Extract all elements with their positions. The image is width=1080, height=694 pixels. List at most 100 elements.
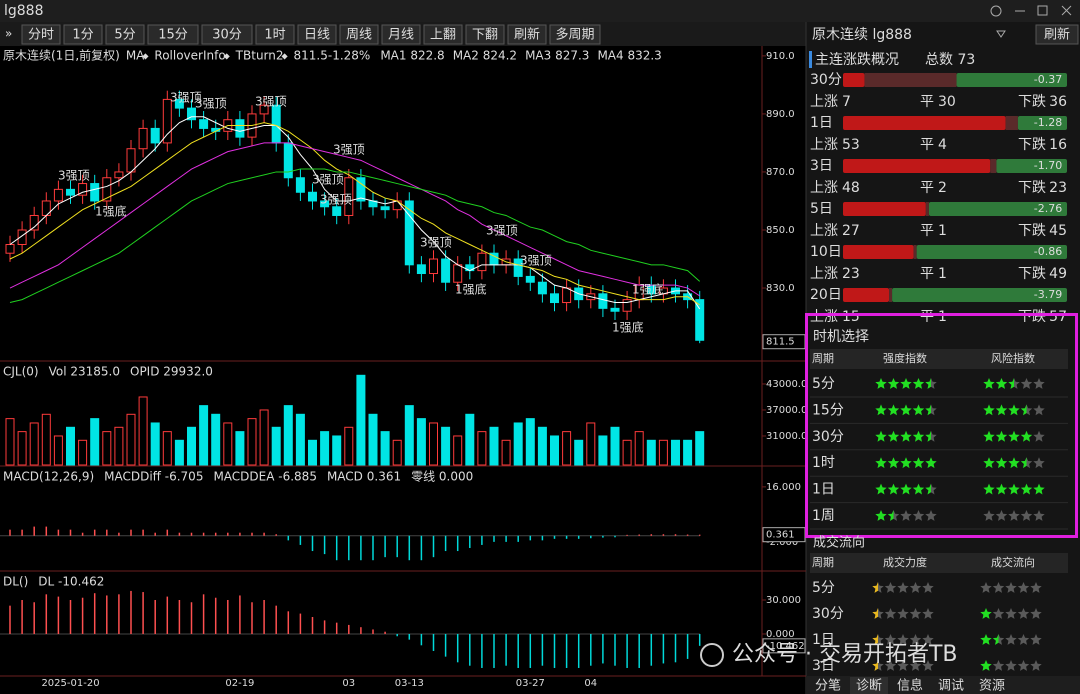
volume-bar [90,418,100,466]
volume-bar [356,374,366,466]
maximize-icon[interactable] [1037,5,1048,16]
period-label: 1日 [810,115,833,131]
volume-bar [17,431,27,466]
legend-item: MACD 0.361 [327,470,401,484]
flat-segment [990,159,997,173]
change-label: -2.76 [1034,202,1062,215]
toolbar-button[interactable] [105,24,145,45]
star [900,510,912,521]
toolbar-button[interactable] [381,24,421,45]
star [980,608,992,619]
star [980,582,992,593]
signal-label: 3强顶 [520,254,552,268]
star [1030,608,1042,619]
candle-body [162,98,172,144]
close-icon[interactable] [1061,5,1072,16]
candle-body [622,299,632,312]
star [1030,634,1042,645]
volume-bar [295,413,305,466]
volume-bar [126,413,136,466]
toolbar-button[interactable] [147,24,199,45]
candle-body [429,258,438,275]
refresh-button[interactable] [1035,24,1079,45]
toolbar-button[interactable] [255,24,295,45]
x-tick-label: 03-27 [516,678,545,689]
period-label: 5分 [812,376,835,392]
down-segment [892,288,1067,302]
toolbar-expand[interactable]: » [5,27,12,41]
candle-body [78,183,88,196]
period-label: 30分 [810,72,842,88]
candle-body [537,281,547,295]
candle-body [150,127,160,144]
tab-label: 资源 [979,679,1005,694]
down-segment [916,245,1067,259]
star [995,483,1008,495]
tab[interactable] [891,677,929,694]
toolbar-label: 1分 [72,28,93,43]
star [872,608,884,619]
legend-item: MACD(12,26,9) [3,470,94,484]
signal-label: 1强底 [632,282,664,297]
toolbar-button[interactable] [339,24,379,45]
candle-body [53,188,63,202]
star [912,378,925,389]
volume-bar [283,405,293,466]
candle-body [138,127,148,150]
ma-line [9,168,701,304]
toolbar-label: 下翻 [472,28,498,43]
star [1008,510,1020,521]
down-count: 49 [1049,266,1067,282]
signal-label: 1强底 [612,320,644,335]
signal-label: 3强顶 [195,97,227,111]
flat-count: 1 [938,223,947,239]
star [900,378,912,389]
star [875,510,887,521]
star [887,430,900,442]
up-segment [843,202,926,216]
tab[interactable] [809,677,847,694]
toolbar-button[interactable] [423,24,463,45]
toolbar-button[interactable] [201,24,253,45]
toolbar-button[interactable] [549,24,601,45]
star [1005,608,1017,619]
legend-item: RolloverInfo [154,49,225,63]
toolbar-button[interactable] [297,24,337,45]
tab[interactable] [850,677,888,694]
volume-bar [138,396,148,466]
volume-bar [332,435,342,466]
toolbar-button[interactable] [465,24,505,45]
ma-line [9,116,701,310]
star [1008,378,1020,389]
star [887,378,900,389]
period-label: 1日 [812,482,835,498]
flat-count: 4 [938,137,947,153]
candle-body [344,177,354,216]
toolbar-button[interactable] [507,24,547,45]
candle-body [477,252,487,272]
table-header: 成交流向 [991,555,1035,569]
period-label: 1时 [812,455,835,471]
help-icon[interactable] [990,5,1002,17]
star [1005,634,1017,645]
signal-label: 3强顶 [486,224,518,238]
star [875,378,887,389]
tab[interactable] [973,677,1011,694]
toolbar-label: 刷新 [514,27,540,43]
toolbar-button[interactable] [63,24,103,45]
candle-body [525,275,535,283]
dropdown-icon[interactable] [996,30,1006,38]
change-label: -0.37 [1034,73,1062,86]
signal-label: 3强顶 [333,143,365,157]
toolbar-button[interactable] [21,24,61,45]
tab[interactable] [932,677,970,694]
volume-bar [513,422,523,466]
star [980,634,992,645]
candle-body [598,293,608,309]
candle-body [695,299,705,341]
timing-header [810,349,1068,369]
volume-bar [646,439,656,466]
volume-bar [271,426,281,466]
toolbar-label: 分时 [28,28,54,43]
